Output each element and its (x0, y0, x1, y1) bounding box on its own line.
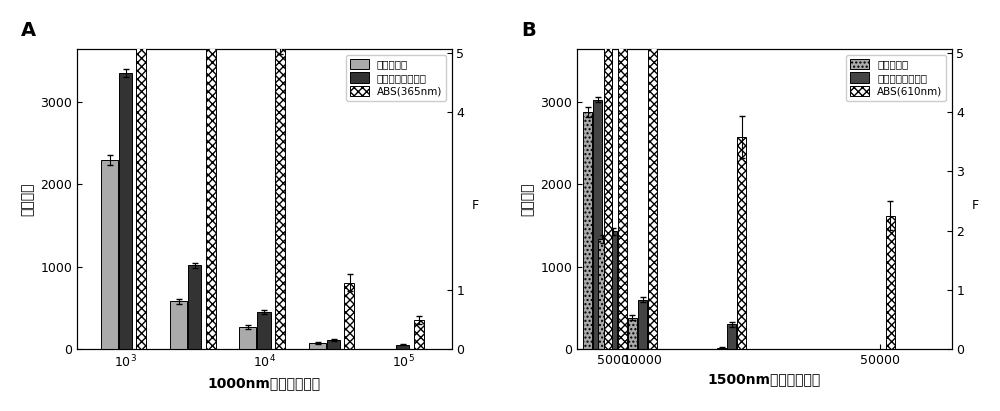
Bar (727, 324, 736, 349)
Bar (206, 0, 216, 349)
Text: B: B (521, 21, 536, 40)
Bar (188, 265, 201, 349)
Bar (275, 20, 285, 349)
Y-axis label: F: F (472, 199, 479, 212)
Bar (618, 0, 627, 349)
Bar (583, 112, 592, 349)
Legend: 颗粒计数带, 显微镜可视化读数, ABS(610nm): 颗粒计数带, 显微镜可视化读数, ABS(610nm) (846, 55, 946, 101)
Bar (327, 340, 340, 349)
X-axis label: 1500nm微球稀释倍数: 1500nm微球稀释倍数 (708, 372, 821, 387)
Bar (628, 318, 637, 349)
Bar (638, 300, 647, 349)
Bar (604, 0, 612, 349)
Bar (414, 320, 424, 349)
Bar (170, 301, 187, 349)
Bar (717, 348, 726, 349)
Bar (886, 216, 895, 349)
Y-axis label: 颗粒个数: 颗粒个数 (521, 182, 535, 216)
Bar (119, 73, 132, 349)
Bar (593, 99, 602, 349)
Bar (309, 343, 326, 349)
Legend: 颗粒计数器, 显微镜可视化读数, ABS(365nm): 颗粒计数器, 显微镜可视化读数, ABS(365nm) (346, 55, 446, 101)
Y-axis label: F: F (972, 199, 979, 212)
Bar (608, 231, 617, 349)
Y-axis label: 颗粒个数: 颗粒个数 (21, 182, 35, 216)
Bar (648, 28, 657, 349)
Bar (136, 0, 146, 349)
Bar (101, 160, 118, 349)
Bar (396, 344, 409, 349)
Bar (598, 239, 607, 349)
Bar (239, 327, 256, 349)
Bar (344, 282, 354, 349)
X-axis label: 1000nm微球稀释倍数: 1000nm微球稀释倍数 (208, 376, 321, 390)
Bar (737, 137, 746, 349)
Text: A: A (21, 21, 36, 40)
Bar (257, 312, 271, 349)
